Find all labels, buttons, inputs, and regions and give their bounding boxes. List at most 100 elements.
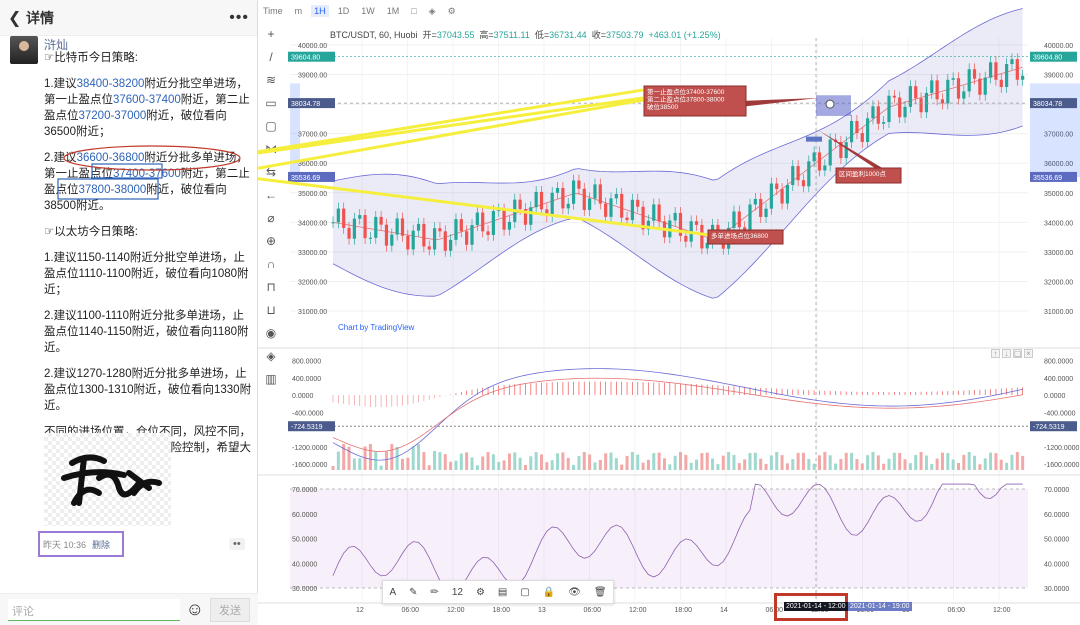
volume-bar [459, 453, 463, 470]
volume-bar [352, 458, 356, 470]
volume-bar [395, 446, 399, 470]
layers-icon[interactable]: ◈ [266, 348, 276, 363]
tradingview-watermark[interactable]: Chart by TradingView [338, 323, 415, 332]
rectangle-icon[interactable]: ▭ [265, 95, 277, 110]
indicators-icon[interactable]: ◈ [428, 5, 436, 16]
trading-chart[interactable]: Time m 1H 1D 1W 1M □ ◈ ⚙ + / ≋ ▭ ▢ ⋈ ⇆ ←… [258, 0, 1080, 625]
send-button[interactable]: 发送 [210, 597, 250, 622]
crosshair-icon[interactable]: + [267, 26, 275, 41]
candle-body [561, 187, 565, 209]
volume-bar [331, 466, 335, 470]
trash-icon[interactable]: ▥ [265, 371, 277, 386]
candle-body [566, 203, 570, 209]
comment-more-button[interactable]: •• [229, 538, 245, 550]
time-tick: 13 [538, 607, 546, 614]
post-detail-panel: ❮ 详情 ••• 浒灿 ☞比特币今日策略: 1.建议38400-38200附近分… [0, 0, 258, 625]
candle-body [636, 199, 640, 207]
gear-icon[interactable]: ⚙ [475, 586, 485, 598]
candle-body [368, 237, 373, 239]
macd-tag: -724.5319 [1033, 424, 1065, 431]
volume-bar [1010, 454, 1014, 470]
candle-body [914, 86, 918, 99]
volume-bar [652, 453, 656, 470]
delete-icon[interactable]: 🗑 [593, 586, 607, 598]
volume-bar [641, 462, 645, 470]
pane-down-icon[interactable]: ↓ [1002, 349, 1011, 358]
candle-body [523, 209, 528, 225]
pane-up-icon[interactable]: ↑ [991, 349, 1000, 358]
pane-max-icon[interactable]: ▢ [1013, 349, 1022, 358]
candle-body [390, 234, 394, 246]
arrow-line [258, 96, 644, 155]
symbol-label[interactable]: BTC/USDT, 60, Huobi [330, 30, 418, 40]
volume-bar [443, 454, 447, 470]
candle-body [748, 204, 752, 231]
selection-handle [806, 136, 822, 142]
last-price-tag: 39604.80 [1033, 55, 1062, 62]
signal-line [332, 377, 1023, 452]
volume-bar [946, 453, 950, 470]
price-tick-left: 40000.00 [298, 43, 327, 50]
settings-icon[interactable]: ⚙ [447, 5, 456, 16]
pane-close-icon[interactable]: × [1024, 349, 1033, 358]
avatar[interactable] [10, 36, 38, 64]
more-icon[interactable]: ••• [229, 8, 249, 26]
candle-body [646, 220, 651, 230]
rsi-tick-left: 30.0000 [292, 586, 317, 593]
tf-1w[interactable]: 1W [361, 6, 375, 16]
volume-bar [475, 465, 479, 470]
tf-minute[interactable]: m [294, 6, 303, 16]
chevron-left-icon[interactable]: ❮ [8, 9, 22, 27]
volume-bar [850, 452, 854, 470]
price-tick-left: 31000.00 [298, 309, 327, 316]
chart-type-icon[interactable]: □ [411, 6, 417, 16]
candle-body [507, 221, 512, 230]
volume-bar [481, 456, 485, 470]
signature-image[interactable] [44, 433, 171, 526]
volume-bar [636, 454, 640, 470]
unlock-icon[interactable]: ⊔ [266, 302, 276, 317]
price-tick: 40000.00 [1044, 43, 1073, 50]
font-size-select[interactable]: 12 [451, 586, 463, 598]
bollinger-lower [332, 125, 1023, 299]
template-icon[interactable]: ▤ [497, 586, 508, 598]
volume-bar [368, 443, 372, 470]
volume-bar [545, 462, 549, 470]
candle-body [769, 183, 773, 209]
measure-icon[interactable]: ⌀ [267, 210, 275, 225]
page-title: 详情 [26, 9, 54, 26]
zoom-icon[interactable]: ⊕ [265, 233, 277, 248]
line-color-icon[interactable]: ✏ [430, 586, 439, 598]
visibility-icon[interactable]: 👁 [568, 586, 581, 598]
candle-body [775, 183, 779, 190]
fill-color-icon[interactable]: ✎ [409, 586, 418, 598]
text-icon[interactable]: ▢ [265, 118, 277, 133]
trendline-icon[interactable]: / [269, 49, 273, 64]
ruler-icon[interactable]: ⇆ [265, 164, 277, 179]
fib-icon[interactable]: ≋ [265, 72, 277, 87]
delete-link[interactable]: 删除 [92, 539, 111, 550]
lock-icon[interactable]: 🔒 [542, 586, 556, 598]
author-name[interactable]: 浒灿 [44, 38, 69, 52]
text-tool-icon[interactable]: A [389, 586, 397, 598]
volume-bar [1021, 455, 1025, 470]
volume-bar [497, 461, 501, 470]
smile-icon[interactable]: ☺ [185, 599, 204, 619]
eye-icon[interactable]: ◉ [265, 325, 277, 340]
clone-icon[interactable]: ▢ [520, 586, 530, 598]
volume-bar [523, 465, 527, 470]
macd-tag-left-bg [288, 421, 335, 432]
candle-body [449, 239, 453, 251]
back-arrow-icon[interactable]: ← [265, 187, 277, 202]
tf-1h[interactable]: 1H [311, 5, 329, 17]
candle-body [956, 78, 961, 99]
tf-1m[interactable]: 1M [386, 6, 400, 16]
tf-1d[interactable]: 1D [337, 6, 350, 16]
tf-time[interactable]: Time [263, 6, 283, 16]
volume-bar [550, 460, 554, 470]
candle-body [400, 218, 405, 236]
magnet-icon[interactable]: ∩ [266, 256, 276, 271]
candle-body [459, 219, 463, 232]
comment-input[interactable]: 评论 [8, 598, 180, 621]
lock-draw-icon[interactable]: ⊓ [266, 279, 276, 294]
